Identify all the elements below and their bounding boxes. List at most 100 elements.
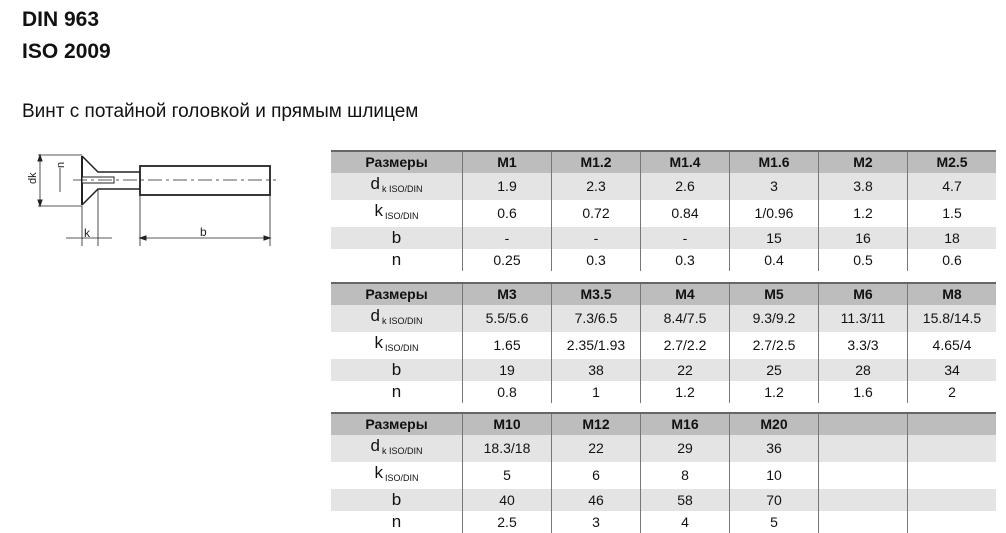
table-cell: 3.8 xyxy=(818,173,908,200)
table-cell: 2.5 xyxy=(462,511,552,533)
table-cell xyxy=(818,462,908,489)
table-cell: 2.35/1.93 xyxy=(551,332,641,359)
table-cell: 0.8 xyxy=(462,381,552,403)
table-cell: 8 xyxy=(640,462,730,489)
table-header-row: Размеры M3 M3.5 M4 M5 M6 M8 xyxy=(331,282,996,305)
table-cell: 40 xyxy=(462,489,552,511)
row-label: k ISO/DIN xyxy=(331,200,463,227)
table-cell xyxy=(818,511,908,533)
table-cell: 0.5 xyxy=(818,249,908,271)
screw-drawing: dk n k b xyxy=(28,153,276,246)
table-cell: - xyxy=(462,227,552,249)
table-cell: 1 xyxy=(551,381,641,403)
size-table: Размеры M10 M12 M16 M20 d k ISO/DIN 18.3/18 22 29… xyxy=(331,412,996,533)
table-cell: 2.6 xyxy=(640,173,730,200)
table-cell: 2.3 xyxy=(551,173,641,200)
header-size: M6 xyxy=(818,282,908,305)
table-row: b 19 38 22 25 28 34 xyxy=(331,359,996,381)
table-row: b 40 46 58 70 xyxy=(331,489,996,511)
table-cell xyxy=(907,511,996,533)
table-cell: 18.3/18 xyxy=(462,435,552,462)
table-cell xyxy=(907,435,996,462)
table-cell: 2 xyxy=(907,381,996,403)
row-label-subscript: k ISO/DIN xyxy=(381,316,423,326)
table-cell: 5 xyxy=(729,511,819,533)
row-label-main: b xyxy=(391,490,402,509)
row-label-main: k xyxy=(374,201,383,220)
dk-label: dk xyxy=(28,172,39,184)
header-size xyxy=(907,412,996,435)
table-cell: 8.4/7.5 xyxy=(640,305,730,332)
table-cell: 1/0.96 xyxy=(729,200,819,227)
table-cell: 0.72 xyxy=(551,200,641,227)
row-label-main: n xyxy=(391,512,402,531)
header-size: M4 xyxy=(640,282,730,305)
header-size: M16 xyxy=(640,412,730,435)
table-cell: 29 xyxy=(640,435,730,462)
n-label: n xyxy=(55,162,67,168)
row-label-main: n xyxy=(391,250,402,269)
table-cell: 1.2 xyxy=(818,200,908,227)
header-size: M2 xyxy=(818,150,908,173)
row-label: b xyxy=(331,359,463,381)
header-size: M1.4 xyxy=(640,150,730,173)
table-cell: 2.7/2.2 xyxy=(640,332,730,359)
b-label: b xyxy=(200,225,207,239)
table-cell: 58 xyxy=(640,489,730,511)
table-cell: 28 xyxy=(818,359,908,381)
table-header-row: Размеры M10 M12 M16 M20 xyxy=(331,412,996,435)
table-cell: 2.7/2.5 xyxy=(729,332,819,359)
table-cell: 7.3/6.5 xyxy=(551,305,641,332)
table-cell: 0.3 xyxy=(640,249,730,271)
table-row: n 0.25 0.3 0.3 0.4 0.5 0.6 xyxy=(331,249,996,271)
row-label-subscript: ISO/DIN xyxy=(384,211,419,221)
table-cell: 1.2 xyxy=(640,381,730,403)
row-label: b xyxy=(331,227,463,249)
table-cell: 0.6 xyxy=(462,200,552,227)
k-label: k xyxy=(84,226,91,240)
table-row: n 0.8 1 1.2 1.2 1.6 2 xyxy=(331,381,996,403)
table-cell: 1.6 xyxy=(818,381,908,403)
table-cell: 19 xyxy=(462,359,552,381)
table-cell: 5 xyxy=(462,462,552,489)
table-cell: 16 xyxy=(818,227,908,249)
table-cell: 34 xyxy=(907,359,996,381)
table-cell: 3 xyxy=(729,173,819,200)
header-size: M12 xyxy=(551,412,641,435)
header-size: M3 xyxy=(462,282,552,305)
row-label: n xyxy=(331,381,463,403)
header-size: M5 xyxy=(729,282,819,305)
row-label-subscript: k ISO/DIN xyxy=(381,184,423,194)
table-cell: 0.3 xyxy=(551,249,641,271)
table-cell: 6 xyxy=(551,462,641,489)
table-cell: 1.9 xyxy=(462,173,552,200)
table-cell: 15 xyxy=(729,227,819,249)
table-cell: 10 xyxy=(729,462,819,489)
table-row: k ISO/DIN 1.65 2.35/1.93 2.7/2.2 2.7/2.5 3.3/3… xyxy=(331,332,996,359)
table-cell: 1.5 xyxy=(907,200,996,227)
header-size: M1.6 xyxy=(729,150,819,173)
header-size: M10 xyxy=(462,412,552,435)
table-cell xyxy=(818,489,908,511)
row-label-subscript: ISO/DIN xyxy=(384,343,419,353)
size-table: Размеры M3 M3.5 M4 M5 M6 M8 d k ISO/DIN 5.5/5.6 7.… xyxy=(331,282,996,403)
table-cell: 25 xyxy=(729,359,819,381)
table-cell: 46 xyxy=(551,489,641,511)
table-cell xyxy=(818,435,908,462)
row-label-subscript: k ISO/DIN xyxy=(381,446,423,456)
row-label: b xyxy=(331,489,463,511)
table-cell: 70 xyxy=(729,489,819,511)
row-label: n xyxy=(331,249,463,271)
table-cell: 4 xyxy=(640,511,730,533)
header-size: M20 xyxy=(729,412,819,435)
table-cell: 0.84 xyxy=(640,200,730,227)
row-label-main: d xyxy=(370,306,380,325)
header-size: M3.5 xyxy=(551,282,641,305)
header-label: Размеры xyxy=(331,282,463,305)
table-cell: 0.4 xyxy=(729,249,819,271)
header-label: Размеры xyxy=(331,150,463,173)
